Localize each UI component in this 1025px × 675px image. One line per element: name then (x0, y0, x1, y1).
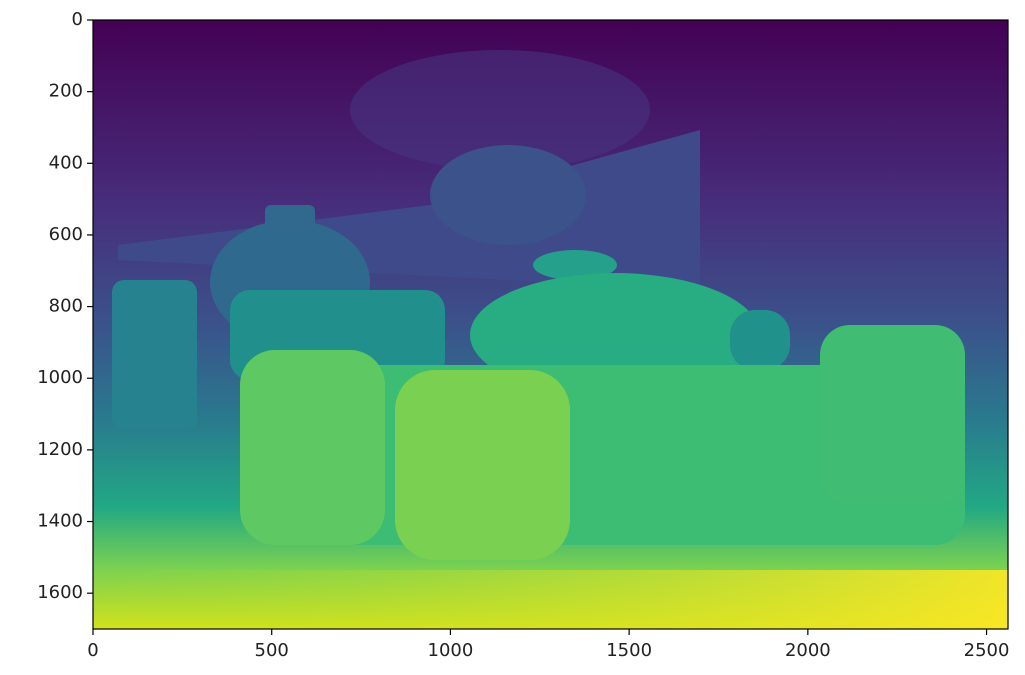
y-tick-label: 800 (49, 296, 83, 317)
image-shape (533, 250, 617, 280)
x-tick-label: 500 (255, 640, 289, 661)
y-tick-label: 1000 (37, 367, 83, 388)
image-shape (240, 350, 385, 545)
y-tick-label: 400 (49, 152, 83, 173)
y-tick-label: 1200 (37, 439, 83, 460)
x-tick-label: 1500 (606, 640, 652, 661)
axes-frame (92, 19, 1009, 630)
y-tick-label: 200 (49, 81, 83, 102)
image-shape (430, 145, 586, 245)
image-shape (730, 310, 790, 370)
x-tick-label: 2000 (785, 640, 831, 661)
depth-image (93, 20, 1008, 629)
image-shape (265, 205, 315, 230)
x-tick-label: 0 (87, 640, 98, 661)
image-shape (350, 50, 650, 170)
image-shape (112, 280, 197, 430)
y-tick-label: 600 (49, 224, 83, 245)
image-shape (820, 325, 965, 505)
image-floor (93, 570, 1008, 629)
y-tick-label: 1600 (37, 582, 83, 603)
y-tick-label: 0 (72, 9, 83, 30)
y-tick-label: 1400 (37, 511, 83, 532)
x-tick-label: 2500 (964, 640, 1010, 661)
x-tick-label: 1000 (428, 640, 474, 661)
image-shape (395, 370, 570, 560)
